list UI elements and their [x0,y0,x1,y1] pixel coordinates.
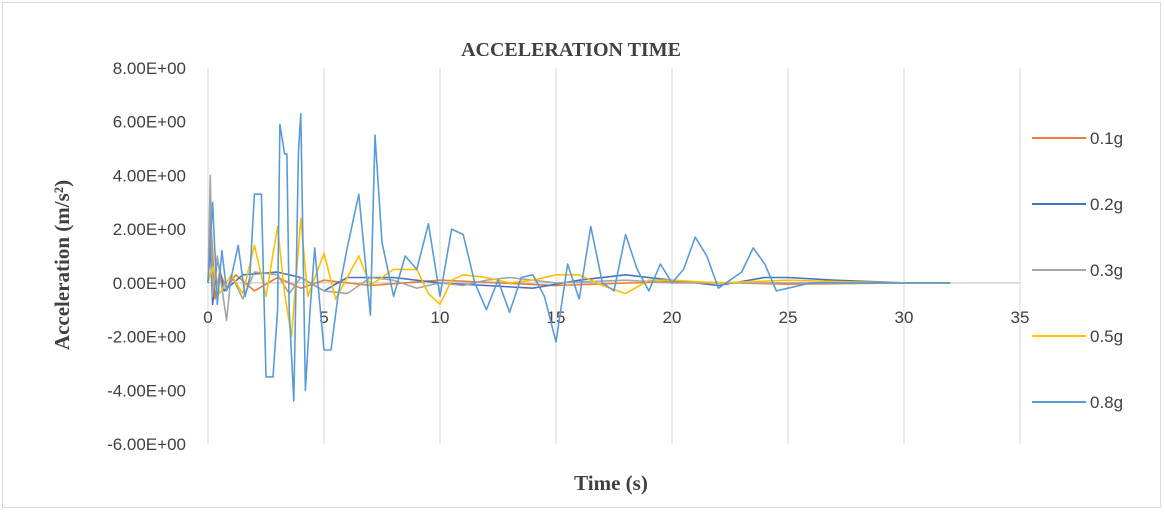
y-axis-title-group: Acceleration (m/s²) [50,180,74,350]
y-tick-label: 4.00E+00 [113,166,186,185]
series-lines [207,112,951,402]
x-tick-label: 20 [663,308,682,327]
chart-title: ACCELERATION TIME [461,39,681,61]
legend-label: 0.5g [1090,327,1123,346]
x-tick-label: 25 [779,308,798,327]
x-tick-label: 30 [895,308,914,327]
y-tick-label: -4.00E+00 [107,381,186,400]
y-tick-label: 8.00E+00 [113,59,186,78]
legend-label: 0.8g [1090,393,1123,412]
x-tick-label: 35 [1011,308,1030,327]
series-line-0.8g [207,112,951,402]
y-tick-labels: 8.00E+00 6.00E+00 4.00E+00 2.00E+00 0.00E+00… [107,59,186,454]
grid [207,68,1021,444]
x-tick-label: 0 [203,308,212,327]
series-line-0.3g [207,174,951,322]
x-tick-labels: 0 5 10 15 20 25 30 35 [203,308,1029,327]
legend-label: 0.2g [1090,195,1123,214]
x-tick-label: 10 [431,308,450,327]
x-axis-title: Time (s) [574,471,648,495]
y-tick-label: -2.00E+00 [107,328,186,347]
x-tick-label: 5 [319,308,328,327]
y-tick-label: 6.00E+00 [113,113,186,132]
chart: ACCELERATION TIME Time (s) Acceleration … [50,39,1123,495]
y-tick-label: 2.00E+00 [113,220,186,239]
legend-label: 0.1g [1090,129,1123,148]
y-tick-label: 0.00E+00 [113,274,186,293]
y-axis-title: Acceleration (m/s²) [50,180,74,350]
y-tick-label: -6.00E+00 [107,435,186,454]
legend-label: 0.3g [1090,261,1123,280]
legend: 0.1g 0.2g 0.3g 0.5g 0.8g [1032,129,1123,412]
series-line-0.1g [207,214,951,300]
